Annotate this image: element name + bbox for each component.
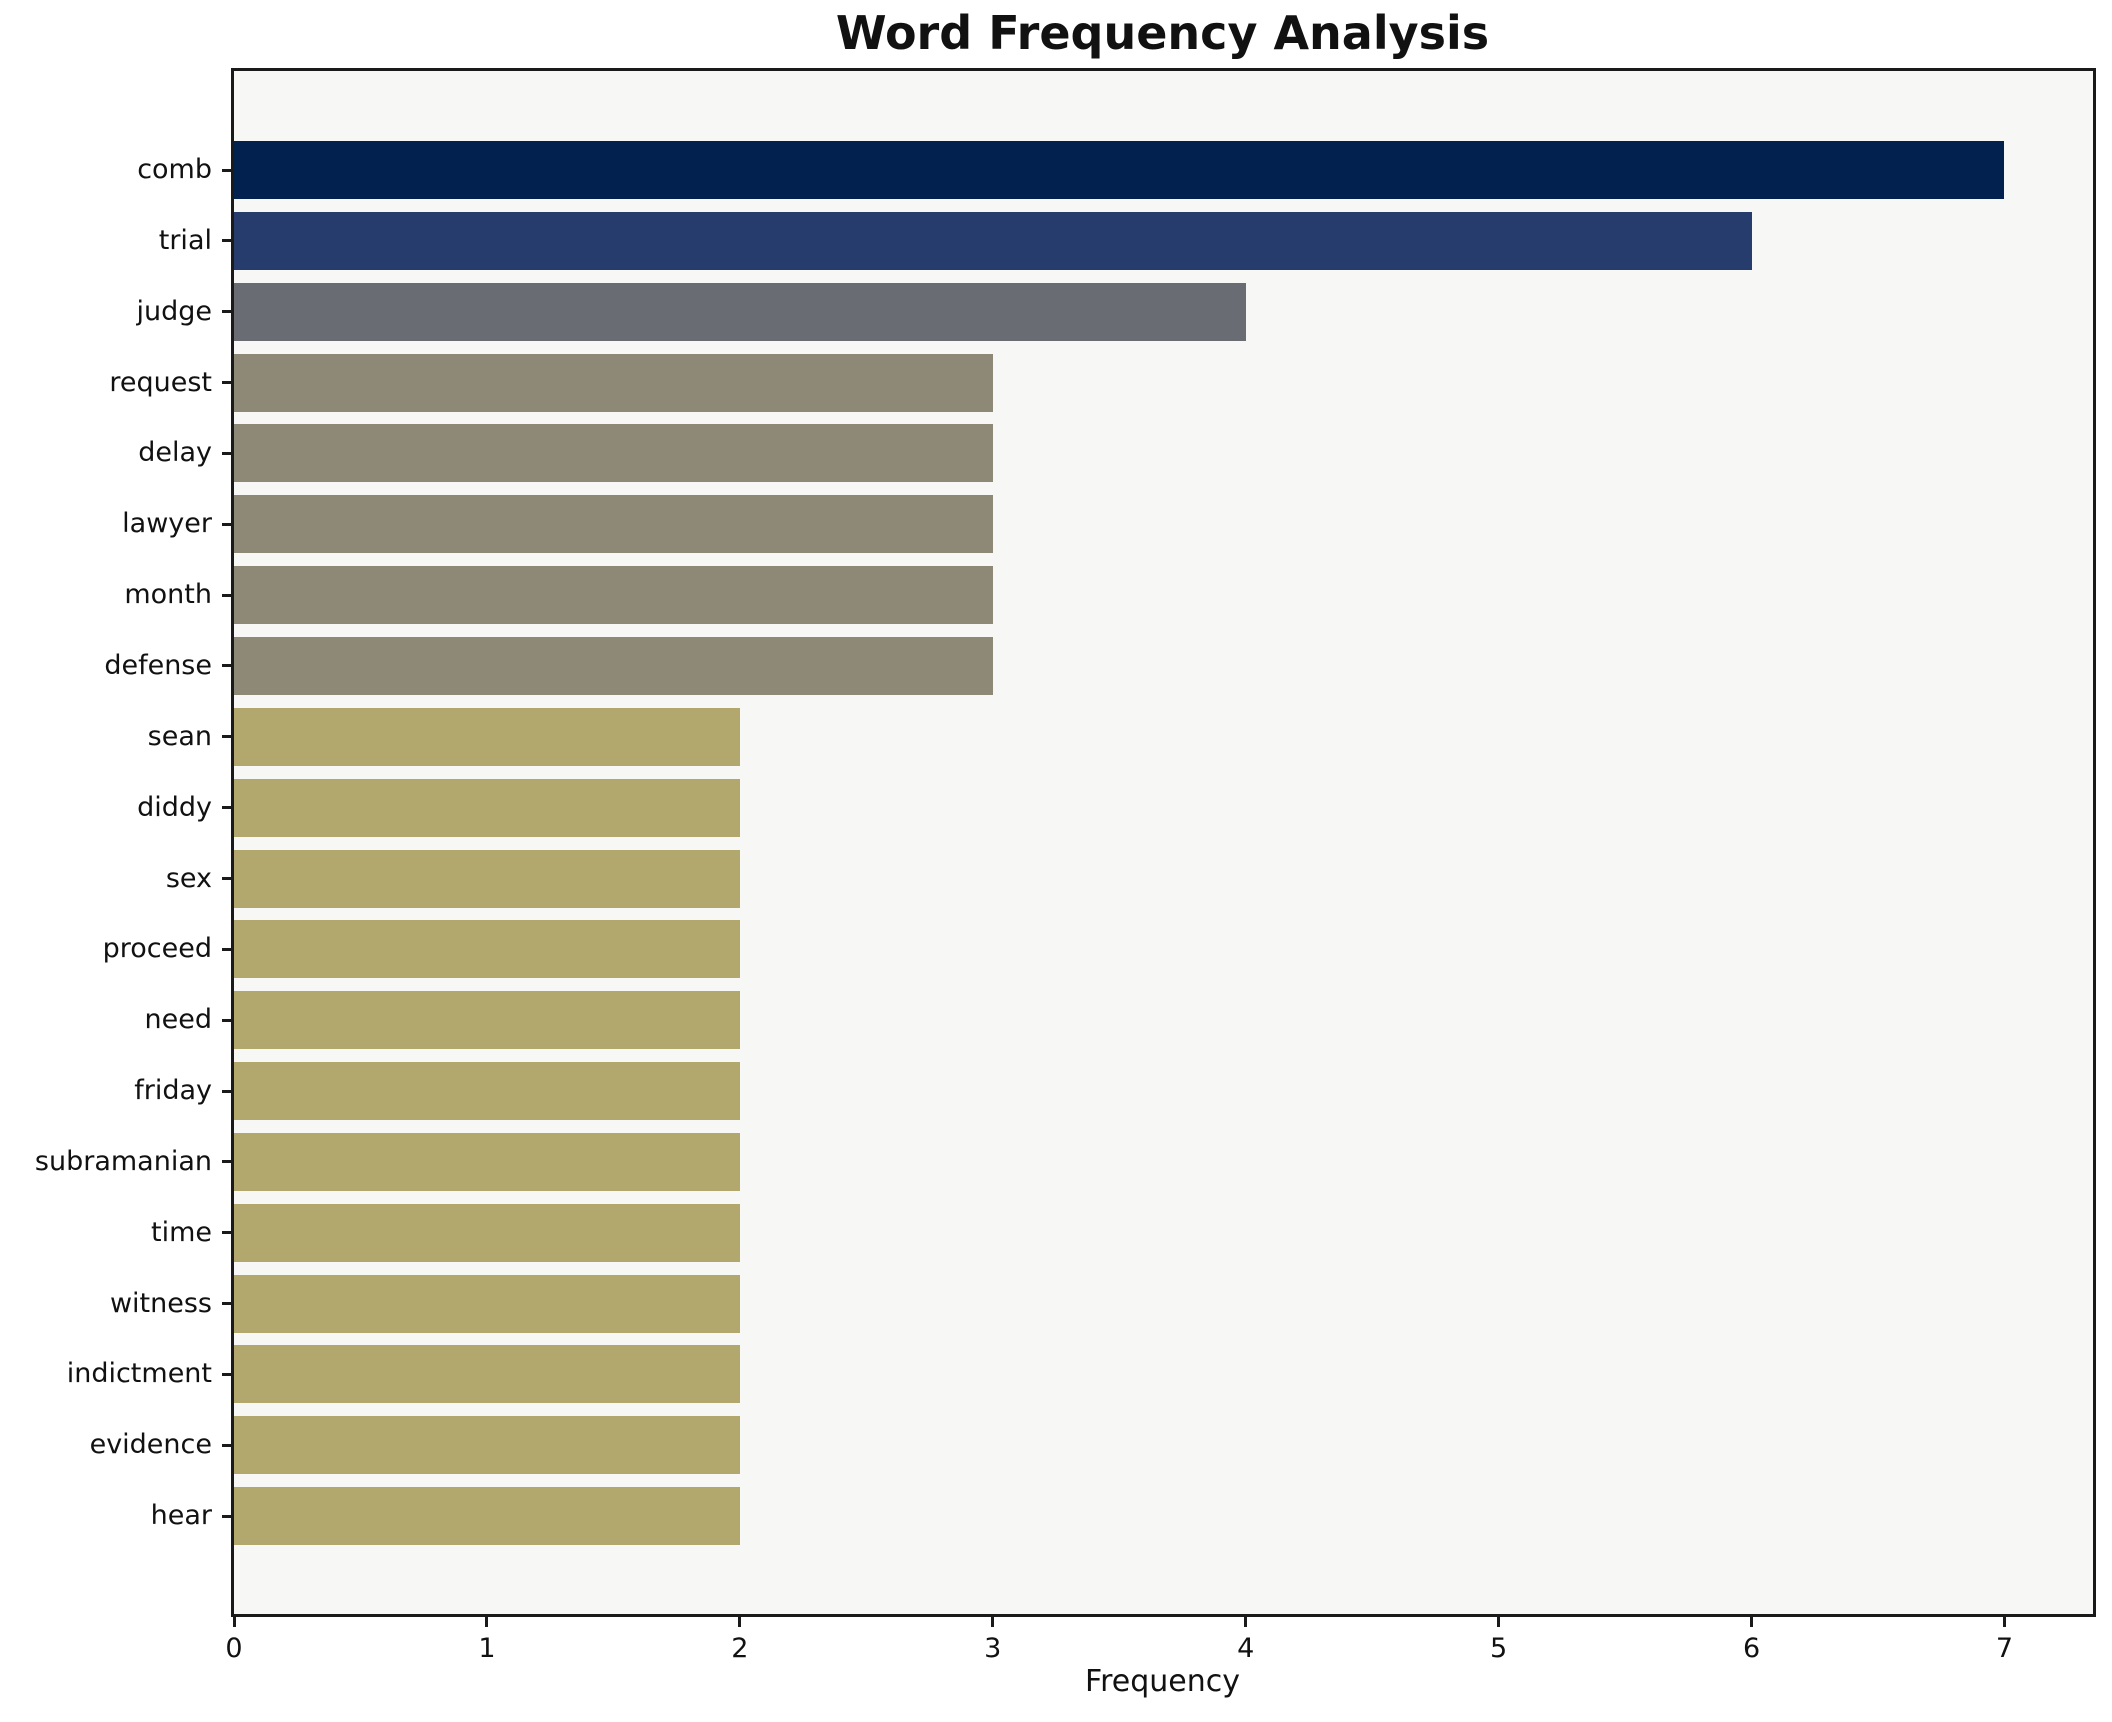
y-tick [222,1018,232,1022]
bar-evidence [234,1416,740,1475]
bar-indictment [234,1345,740,1404]
chart-title: Word Frequency Analysis [835,6,1490,60]
y-tick-label: trial [158,224,212,256]
bar-trial [234,211,1752,270]
plot-area: comb trial judge request delay lawyer month def… [35,68,2096,1664]
y-tick-label: comb [137,154,212,185]
bar-hear [234,1487,740,1546]
bar-delay [234,424,993,483]
bar-lawyer [234,495,993,554]
x-tick [1750,1617,1754,1627]
y-tick-label: delay [138,437,212,469]
y-tick [222,451,232,455]
y-tick [222,522,232,526]
bar-comb [234,141,2005,199]
y-tick-label: need [144,1004,212,1036]
x-tick-label: 0 [225,1633,243,1664]
y-tick-label: sean [147,720,212,752]
y-tick-label: friday [134,1075,212,1107]
y-tick-label: time [150,1216,212,1248]
y-tick-label: diddy [137,791,212,823]
x-tick [1244,1617,1248,1627]
x-tick [485,1617,489,1627]
bar-witness [234,1274,740,1333]
y-tick [222,877,232,880]
bar-request [234,353,993,412]
y-tick-label: sex [165,862,212,894]
y-tick [222,1443,232,1447]
bar-need [234,991,740,1050]
x-tick [991,1617,995,1627]
bar-proceed [234,920,740,979]
x-tick [232,1617,236,1627]
y-tick-label: subramanian [34,1145,212,1177]
bar-diddy [234,778,740,837]
y-tick [222,168,232,172]
y-tick [222,310,232,314]
x-tick-label: 2 [731,1633,749,1664]
y-tick-label: month [124,579,212,611]
bar-sean [234,707,740,766]
x-tick-label: 3 [984,1633,1002,1664]
x-tick-label: 6 [1742,1633,1761,1664]
y-tick [222,381,232,385]
bar-sex [234,849,740,908]
y-tick [222,1514,232,1518]
y-tick-label: hear [150,1500,212,1532]
bar-friday [234,1062,740,1121]
y-tick [222,1231,232,1235]
y-tick-label: lawyer [122,508,212,540]
bar-judge [234,282,1246,341]
bar-time [234,1203,740,1262]
x-tick [738,1617,742,1627]
y-tick [222,735,232,739]
y-tick [222,1089,232,1093]
y-tick-label: indictment [66,1358,212,1390]
x-tick [1497,1617,1501,1627]
y-tick [222,806,232,810]
y-tick [222,1160,232,1164]
x-tick-label: 1 [478,1633,496,1664]
y-tick-label: defense [104,649,212,681]
y-tick [222,593,232,597]
bar-subramanian [234,1132,740,1191]
x-tick-label: 7 [1995,1633,2014,1664]
y-tick [222,1302,232,1306]
y-tick [222,239,232,243]
x-axis-label: Frequency [1085,1664,1240,1699]
y-tick-label: evidence [89,1429,212,1461]
bar-defense [234,636,993,695]
x-tick-label: 4 [1237,1633,1255,1664]
y-tick-label: judge [136,295,212,327]
y-tick [222,947,232,951]
x-tick [2002,1617,2006,1627]
y-tick-label: witness [109,1287,212,1319]
y-tick [222,1372,232,1376]
y-tick [222,664,232,668]
bar-month [234,566,993,625]
y-tick-label: request [109,366,212,398]
y-tick-label: proceed [102,933,212,965]
x-tick-label: 5 [1490,1633,1508,1664]
